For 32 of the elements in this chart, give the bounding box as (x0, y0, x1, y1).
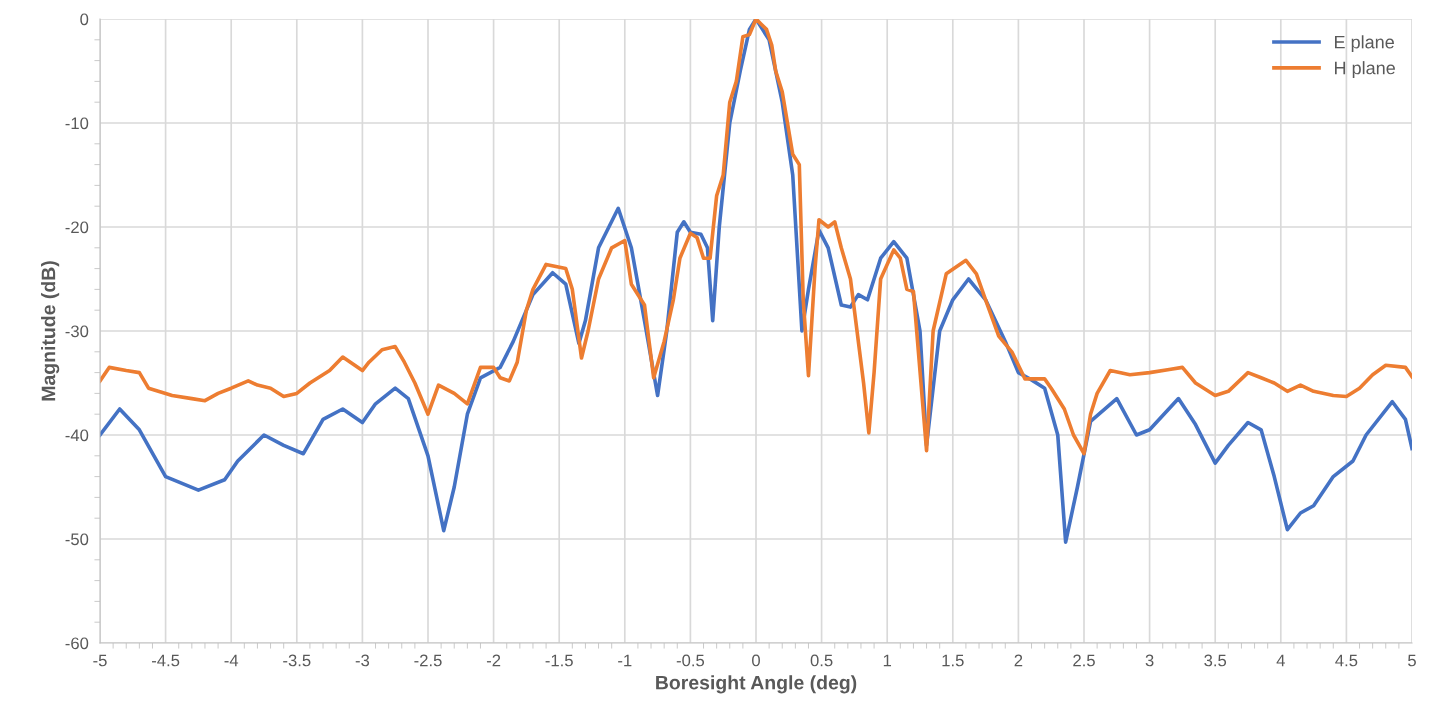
x-tick-label: 1 (883, 654, 892, 667)
y-tick-label: -30 (65, 325, 89, 338)
x-tick-label: 0 (752, 654, 760, 667)
x-tick-label: 3 (1145, 654, 1154, 667)
x-tick-label: -3.5 (283, 654, 311, 667)
y-tick-label: -50 (65, 533, 89, 546)
x-tick-label: 1.5 (942, 654, 964, 667)
y-tick-label: -60 (65, 637, 89, 650)
x-tick-label: -1.5 (545, 654, 573, 667)
x-tick-label: -2 (486, 654, 501, 667)
x-tick-label: -3 (355, 654, 370, 667)
x-tick-label: -2.5 (414, 654, 442, 667)
legend-label: E plane (1335, 35, 1394, 53)
y-axis-title: Magnitude (dB) (41, 261, 60, 401)
x-tick-label: -4.5 (151, 654, 180, 667)
x-axis-title: Boresight Angle (deg) (656, 675, 857, 694)
x-tick-label: -5 (93, 654, 107, 667)
x-tick-label: 4 (1276, 654, 1285, 667)
x-tick-label: 2.5 (1073, 654, 1095, 667)
y-tick-label: -10 (65, 117, 89, 130)
x-tick-label: 0.5 (810, 654, 833, 667)
legend-label: H plane (1335, 61, 1395, 78)
x-tick-label: 5 (1408, 654, 1416, 667)
x-tick-label: 2 (1014, 654, 1023, 667)
y-tick-label: -20 (65, 221, 89, 234)
x-tick-label: -4 (224, 654, 239, 667)
y-tick-label: 0 (80, 13, 89, 26)
x-tick-label: 3.5 (1204, 654, 1227, 667)
x-tick-label: -1 (618, 654, 632, 667)
x-tick-label: 4.5 (1335, 654, 1358, 667)
x-tick-label: -0.5 (676, 654, 705, 667)
y-tick-label: -40 (65, 429, 89, 442)
